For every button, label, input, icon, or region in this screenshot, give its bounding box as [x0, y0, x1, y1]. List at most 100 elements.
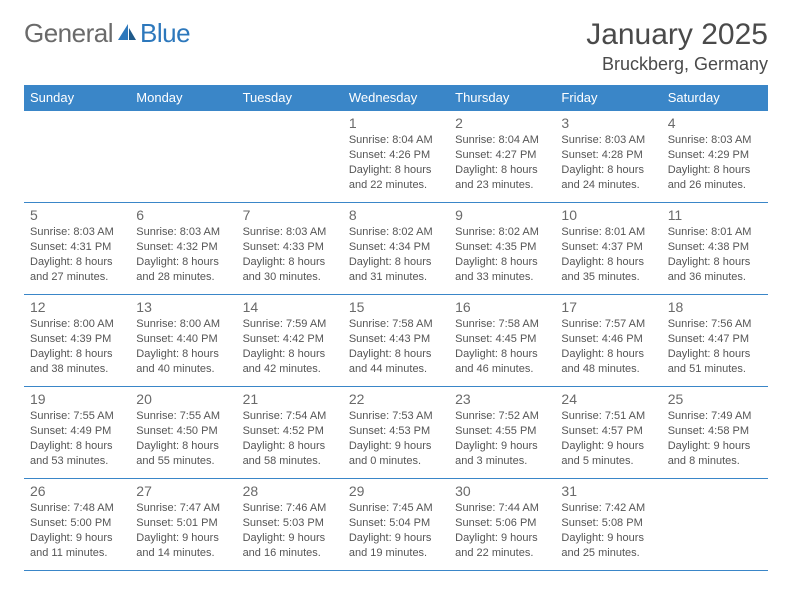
day-number: 18	[668, 299, 762, 315]
day-info: Sunrise: 8:04 AMSunset: 4:26 PMDaylight:…	[349, 133, 443, 192]
calendar-day-cell: 9Sunrise: 8:02 AMSunset: 4:35 PMDaylight…	[449, 203, 555, 295]
day-number: 26	[30, 483, 124, 499]
weekday-header: Saturday	[662, 85, 768, 111]
day-number: 3	[561, 115, 655, 131]
calendar-day-cell: 15 Sunrise: 7:58 AMSunset: 4:43 PMDayligh…	[343, 295, 449, 387]
calendar-day-cell: 17 Sunrise: 7:57 AMSunset: 4:46 PMDayligh…	[555, 295, 661, 387]
day-number: 28	[243, 483, 337, 499]
day-info: Sunrise: 7:53 AMSunset: 4:53 PMDaylight:…	[349, 409, 443, 468]
calendar-day-cell: 6 Sunrise: 8:03 AMSunset: 4:32 PMDaylight…	[130, 203, 236, 295]
logo-text-general: General	[24, 18, 113, 49]
day-info: Sunrise: 7:51 AMSunset: 4:57 PMDaylight:…	[561, 409, 655, 468]
day-number: 24	[561, 391, 655, 407]
weekday-header-row: SundayMondayTuesdayWednesdayThursdayFrid…	[24, 85, 768, 111]
day-number: 16	[455, 299, 549, 315]
day-info: Sunrise: 8:03 AMSunset: 4:33 PMDaylight:…	[243, 225, 337, 284]
title-block: January 2025 Bruckberg, Germany	[586, 18, 768, 75]
day-info: Sunrise: 8:00 AMSunset: 4:40 PMDaylight:…	[136, 317, 230, 376]
calendar-day-cell: 1 Sunrise: 8:04 AMSunset: 4:26 PMDaylight…	[343, 111, 449, 203]
calendar-table: SundayMondayTuesdayWednesdayThursdayFrid…	[24, 85, 768, 571]
calendar-day-cell: 28 Sunrise: 7:46 AMSunset: 5:03 PMDayligh…	[237, 479, 343, 571]
day-info: Sunrise: 7:44 AMSunset: 5:06 PMDaylight:…	[455, 501, 549, 560]
day-number: 9	[455, 207, 549, 223]
day-info: Sunrise: 8:01 AMSunset: 4:38 PMDaylight:…	[668, 225, 762, 284]
day-number: 2	[455, 115, 549, 131]
day-info: Sunrise: 7:55 AMSunset: 4:50 PMDaylight:…	[136, 409, 230, 468]
calendar-day-cell: 21 Sunrise: 7:54 AMSunset: 4:52 PMDayligh…	[237, 387, 343, 479]
weekday-header: Sunday	[24, 85, 130, 111]
calendar-day-cell: 29 Sunrise: 7:45 AMSunset: 5:04 PMDayligh…	[343, 479, 449, 571]
day-info: Sunrise: 8:01 AMSunset: 4:37 PMDaylight:…	[561, 225, 655, 284]
day-info: Sunrise: 8:04 AMSunset: 4:27 PMDaylight:…	[455, 133, 549, 192]
calendar-day-cell: 12Sunrise: 8:00 AMSunset: 4:39 PMDayligh…	[24, 295, 130, 387]
calendar-day-cell: 11 Sunrise: 8:01 AMSunset: 4:38 PMDayligh…	[662, 203, 768, 295]
day-info: Sunrise: 7:58 AMSunset: 4:45 PMDaylight:…	[455, 317, 549, 376]
day-info: Sunrise: 7:49 AMSunset: 4:58 PMDaylight:…	[668, 409, 762, 468]
calendar-day-cell: 2 Sunrise: 8:04 AMSunset: 4:27 PMDaylight…	[449, 111, 555, 203]
calendar-week-row: 19Sunrise: 7:55 AMSunset: 4:49 PMDayligh…	[24, 387, 768, 479]
weekday-header: Thursday	[449, 85, 555, 111]
weekday-header: Tuesday	[237, 85, 343, 111]
day-number: 15	[349, 299, 443, 315]
logo: General Blue	[24, 18, 190, 49]
calendar-day-cell: 19Sunrise: 7:55 AMSunset: 4:49 PMDayligh…	[24, 387, 130, 479]
day-info: Sunrise: 7:54 AMSunset: 4:52 PMDaylight:…	[243, 409, 337, 468]
calendar-day-cell: 31 Sunrise: 7:42 AMSunset: 5:08 PMDayligh…	[555, 479, 661, 571]
day-number: 11	[668, 207, 762, 223]
calendar-day-cell: 10 Sunrise: 8:01 AMSunset: 4:37 PMDayligh…	[555, 203, 661, 295]
day-number: 22	[349, 391, 443, 407]
day-number: 27	[136, 483, 230, 499]
day-number: 8	[349, 207, 443, 223]
calendar-week-row: 12Sunrise: 8:00 AMSunset: 4:39 PMDayligh…	[24, 295, 768, 387]
day-info: Sunrise: 7:57 AMSunset: 4:46 PMDaylight:…	[561, 317, 655, 376]
day-number: 4	[668, 115, 762, 131]
calendar-day-cell: 13 Sunrise: 8:00 AMSunset: 4:40 PMDayligh…	[130, 295, 236, 387]
day-number: 13	[136, 299, 230, 315]
day-number: 5	[30, 207, 124, 223]
day-info: Sunrise: 7:58 AMSunset: 4:43 PMDaylight:…	[349, 317, 443, 376]
day-number: 21	[243, 391, 337, 407]
day-info: Sunrise: 7:46 AMSunset: 5:03 PMDaylight:…	[243, 501, 337, 560]
calendar-day-cell: 14Sunrise: 7:59 AMSunset: 4:42 PMDayligh…	[237, 295, 343, 387]
day-info: Sunrise: 7:48 AMSunset: 5:00 PMDaylight:…	[30, 501, 124, 560]
weekday-header: Wednesday	[343, 85, 449, 111]
day-info: Sunrise: 8:03 AMSunset: 4:29 PMDaylight:…	[668, 133, 762, 192]
location-label: Bruckberg, Germany	[586, 54, 768, 75]
calendar-day-cell: 20 Sunrise: 7:55 AMSunset: 4:50 PMDayligh…	[130, 387, 236, 479]
day-info: Sunrise: 8:00 AMSunset: 4:39 PMDaylight:…	[30, 317, 124, 376]
day-info: Sunrise: 8:03 AMSunset: 4:28 PMDaylight:…	[561, 133, 655, 192]
calendar-week-row: 1 Sunrise: 8:04 AMSunset: 4:26 PMDaylight…	[24, 111, 768, 203]
day-number: 31	[561, 483, 655, 499]
day-info: Sunrise: 7:55 AMSunset: 4:49 PMDaylight:…	[30, 409, 124, 468]
day-info: Sunrise: 7:52 AMSunset: 4:55 PMDaylight:…	[455, 409, 549, 468]
calendar-empty-cell	[130, 111, 236, 203]
day-number: 23	[455, 391, 549, 407]
day-number: 1	[349, 115, 443, 131]
calendar-day-cell: 26 Sunrise: 7:48 AMSunset: 5:00 PMDayligh…	[24, 479, 130, 571]
day-number: 29	[349, 483, 443, 499]
day-info: Sunrise: 8:03 AMSunset: 4:32 PMDaylight:…	[136, 225, 230, 284]
calendar-day-cell: 18 Sunrise: 7:56 AMSunset: 4:47 PMDayligh…	[662, 295, 768, 387]
calendar-empty-cell	[662, 479, 768, 571]
day-number: 30	[455, 483, 549, 499]
day-info: Sunrise: 7:42 AMSunset: 5:08 PMDaylight:…	[561, 501, 655, 560]
day-number: 17	[561, 299, 655, 315]
day-number: 10	[561, 207, 655, 223]
calendar-day-cell: 30 Sunrise: 7:44 AMSunset: 5:06 PMDayligh…	[449, 479, 555, 571]
calendar-day-cell: 27Sunrise: 7:47 AMSunset: 5:01 PMDayligh…	[130, 479, 236, 571]
weekday-header: Monday	[130, 85, 236, 111]
day-info: Sunrise: 7:56 AMSunset: 4:47 PMDaylight:…	[668, 317, 762, 376]
day-info: Sunrise: 7:59 AMSunset: 4:42 PMDaylight:…	[243, 317, 337, 376]
calendar-body: 1 Sunrise: 8:04 AMSunset: 4:26 PMDaylight…	[24, 111, 768, 571]
calendar-empty-cell	[24, 111, 130, 203]
calendar-day-cell: 25 Sunrise: 7:49 AMSunset: 4:58 PMDayligh…	[662, 387, 768, 479]
day-number: 20	[136, 391, 230, 407]
day-info: Sunrise: 7:45 AMSunset: 5:04 PMDaylight:…	[349, 501, 443, 560]
day-number: 25	[668, 391, 762, 407]
day-number: 7	[243, 207, 337, 223]
calendar-empty-cell	[237, 111, 343, 203]
calendar-week-row: 5 Sunrise: 8:03 AMSunset: 4:31 PMDaylight…	[24, 203, 768, 295]
page-title: January 2025	[586, 18, 768, 52]
day-info: Sunrise: 8:03 AMSunset: 4:31 PMDaylight:…	[30, 225, 124, 284]
day-number: 6	[136, 207, 230, 223]
